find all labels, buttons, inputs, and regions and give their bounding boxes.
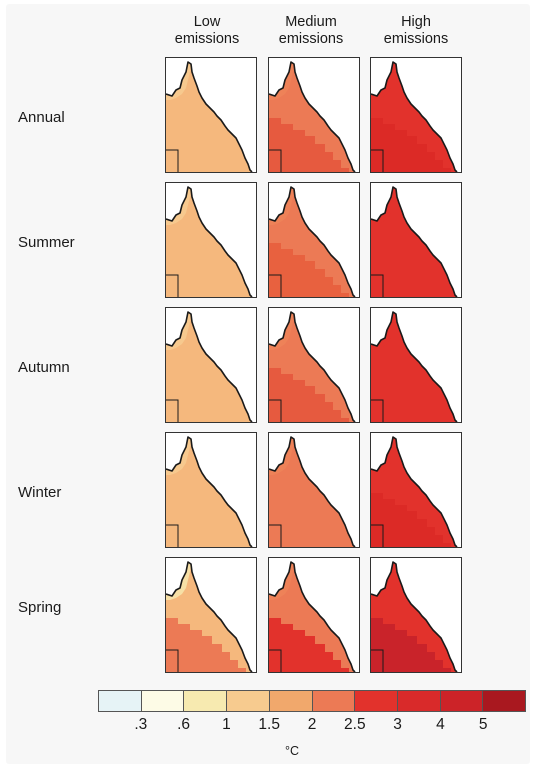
colorbar-unit-label: °C <box>267 744 317 758</box>
queensland-map <box>269 58 359 172</box>
column-header-medium-line1: Medium <box>261 14 361 31</box>
colorbar-tick-label: 2 <box>297 716 327 734</box>
colorbar-swatch-3 <box>227 691 270 711</box>
colorbar-swatch-8 <box>441 691 484 711</box>
colorbar-swatch-7 <box>398 691 441 711</box>
queensland-map <box>371 183 461 297</box>
column-header-high-line2: emissions <box>366 31 466 48</box>
queensland-map <box>269 183 359 297</box>
colorbar-swatch-9 <box>483 691 525 711</box>
map-panel-autumn-high <box>370 307 462 423</box>
colorbar-tick-label: .6 <box>169 716 199 734</box>
colorbar-swatch-5 <box>313 691 356 711</box>
queensland-map <box>166 183 256 297</box>
colorbar-tick-label: 4 <box>425 716 455 734</box>
column-header-low-line2: emissions <box>157 31 257 48</box>
column-header-low: Low emissions <box>157 14 257 48</box>
map-panel-annual-medium <box>268 57 360 173</box>
row-label-summer: Summer <box>18 234 75 251</box>
colorbar-tick-label: .3 <box>126 716 156 734</box>
map-panel-autumn-medium <box>268 307 360 423</box>
map-panel-summer-medium <box>268 182 360 298</box>
column-header-high-line1: High <box>366 14 466 31</box>
colorbar-swatch-1 <box>142 691 185 711</box>
map-panel-spring-low <box>165 557 257 673</box>
map-panel-annual-high <box>370 57 462 173</box>
row-label-winter: Winter <box>18 484 61 501</box>
column-header-medium-line2: emissions <box>261 31 361 48</box>
colorbar-swatch-4 <box>270 691 313 711</box>
queensland-map <box>371 558 461 672</box>
map-panel-autumn-low <box>165 307 257 423</box>
queensland-map <box>166 58 256 172</box>
colorbar-tick-label: 1 <box>211 716 241 734</box>
queensland-map <box>269 433 359 547</box>
map-panel-winter-high <box>370 432 462 548</box>
column-header-low-line1: Low <box>157 14 257 31</box>
column-header-high: High emissions <box>366 14 466 48</box>
row-label-autumn: Autumn <box>18 359 70 376</box>
colorbar-tick-label: 2.5 <box>340 716 370 734</box>
queensland-map <box>269 558 359 672</box>
colorbar-swatch-6 <box>355 691 398 711</box>
map-panel-spring-medium <box>268 557 360 673</box>
queensland-map <box>166 433 256 547</box>
map-panel-annual-low <box>165 57 257 173</box>
map-panel-summer-low <box>165 182 257 298</box>
map-panel-summer-high <box>370 182 462 298</box>
row-label-annual: Annual <box>18 109 65 126</box>
row-label-spring: Spring <box>18 599 61 616</box>
colorbar-swatch-0 <box>99 691 142 711</box>
colorbar-tick-label: 5 <box>468 716 498 734</box>
column-header-medium: Medium emissions <box>261 14 361 48</box>
colorbar-tick-label: 3 <box>383 716 413 734</box>
queensland-map <box>371 308 461 422</box>
queensland-map <box>371 433 461 547</box>
queensland-map <box>166 558 256 672</box>
queensland-map <box>371 58 461 172</box>
queensland-map <box>269 308 359 422</box>
map-panel-spring-high <box>370 557 462 673</box>
colorbar-swatch-2 <box>184 691 227 711</box>
colorbar-tick-label: 1.5 <box>254 716 284 734</box>
colorbar <box>98 690 526 712</box>
queensland-map <box>166 308 256 422</box>
map-panel-winter-low <box>165 432 257 548</box>
map-panel-winter-medium <box>268 432 360 548</box>
